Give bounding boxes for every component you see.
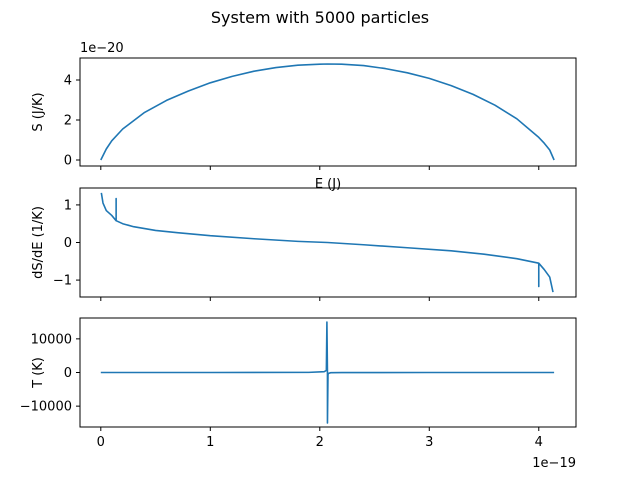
axes-frame <box>79 57 577 167</box>
series-line-1-1 <box>100 63 555 161</box>
x-axis-label: E (J) <box>315 177 341 192</box>
x-tick-label: 4 <box>535 435 543 450</box>
figure-title: System with 5000 particles <box>211 8 429 27</box>
y-axis-label: T (K) <box>31 357 46 389</box>
y-tick-label: 0 <box>64 154 72 169</box>
y-tick-label: 0 <box>64 366 72 381</box>
series-line-2-1 <box>100 192 554 293</box>
y-tick-label: −1 <box>53 274 72 289</box>
x-tick-label: 3 <box>425 435 433 450</box>
y-tick-label: 1 <box>64 198 72 213</box>
series-line-3-1 <box>100 321 555 424</box>
y-tick-label: 4 <box>64 74 72 89</box>
y-tick-label: −10000 <box>20 400 72 415</box>
y-axis-label: dS/dE (1/K) <box>31 206 46 279</box>
subplot-2: −1 0 1 dS/dE (1/K) <box>31 187 577 301</box>
subplots: 0 2 4 S (J/K) E (J) 1e−20 −1 0 1 dS/dE (1/K) −1000… <box>20 41 577 471</box>
x-offset-label: 1e−19 <box>532 456 576 471</box>
y-axis-label: S (J/K) <box>31 92 46 131</box>
subplot-3: −10000 0 10000 0 1 2 3 4 T (K) 1e−19 <box>20 317 577 471</box>
subplot-1: 0 2 4 S (J/K) E (J) 1e−20 <box>31 41 577 192</box>
y-tick-label: 2 <box>64 114 72 129</box>
y-tick-label: 10000 <box>31 332 72 347</box>
x-tick-label: 2 <box>316 435 324 450</box>
y-offset-label: 1e−20 <box>80 41 124 56</box>
x-tick-label: 0 <box>97 435 105 450</box>
y-tick-label: 0 <box>64 236 72 251</box>
x-tick-label: 1 <box>206 435 214 450</box>
